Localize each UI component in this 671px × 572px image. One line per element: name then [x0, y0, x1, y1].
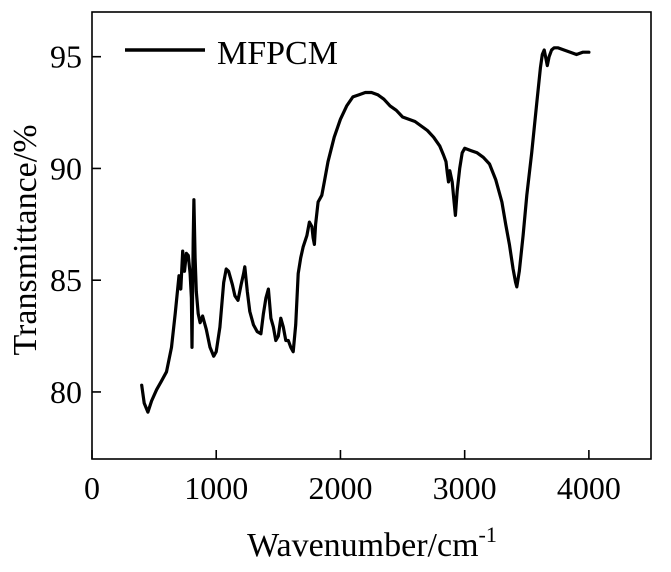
y-tick-label: 80 [50, 374, 82, 410]
x-tick-label: 1000 [184, 470, 248, 506]
x-axis-label: Wavenumber/cm-1 [247, 522, 497, 564]
x-tick-label: 4000 [557, 470, 621, 506]
x-tick-label: 3000 [433, 470, 497, 506]
y-tick-label: 85 [50, 262, 82, 298]
series-line-mfpcm [140, 46, 591, 414]
legend-label: MFPCM [217, 35, 338, 72]
x-tick-label: 2000 [308, 470, 372, 506]
y-axis-label: Transmittance/% [7, 124, 44, 355]
series-layer [140, 46, 591, 414]
y-axis: 80 85 90 95 [50, 39, 101, 410]
x-tick-label: 0 [84, 470, 100, 506]
x-axis-label-text: Wavenumber/cm [247, 527, 478, 564]
x-axis: 0 1000 2000 3000 4000 [84, 450, 621, 506]
y-tick-label: 90 [50, 150, 82, 186]
x-axis-label-superscript: -1 [479, 522, 497, 547]
y-tick-label: 95 [50, 39, 82, 75]
legend: MFPCM [125, 35, 338, 72]
plot-frame [91, 11, 652, 460]
